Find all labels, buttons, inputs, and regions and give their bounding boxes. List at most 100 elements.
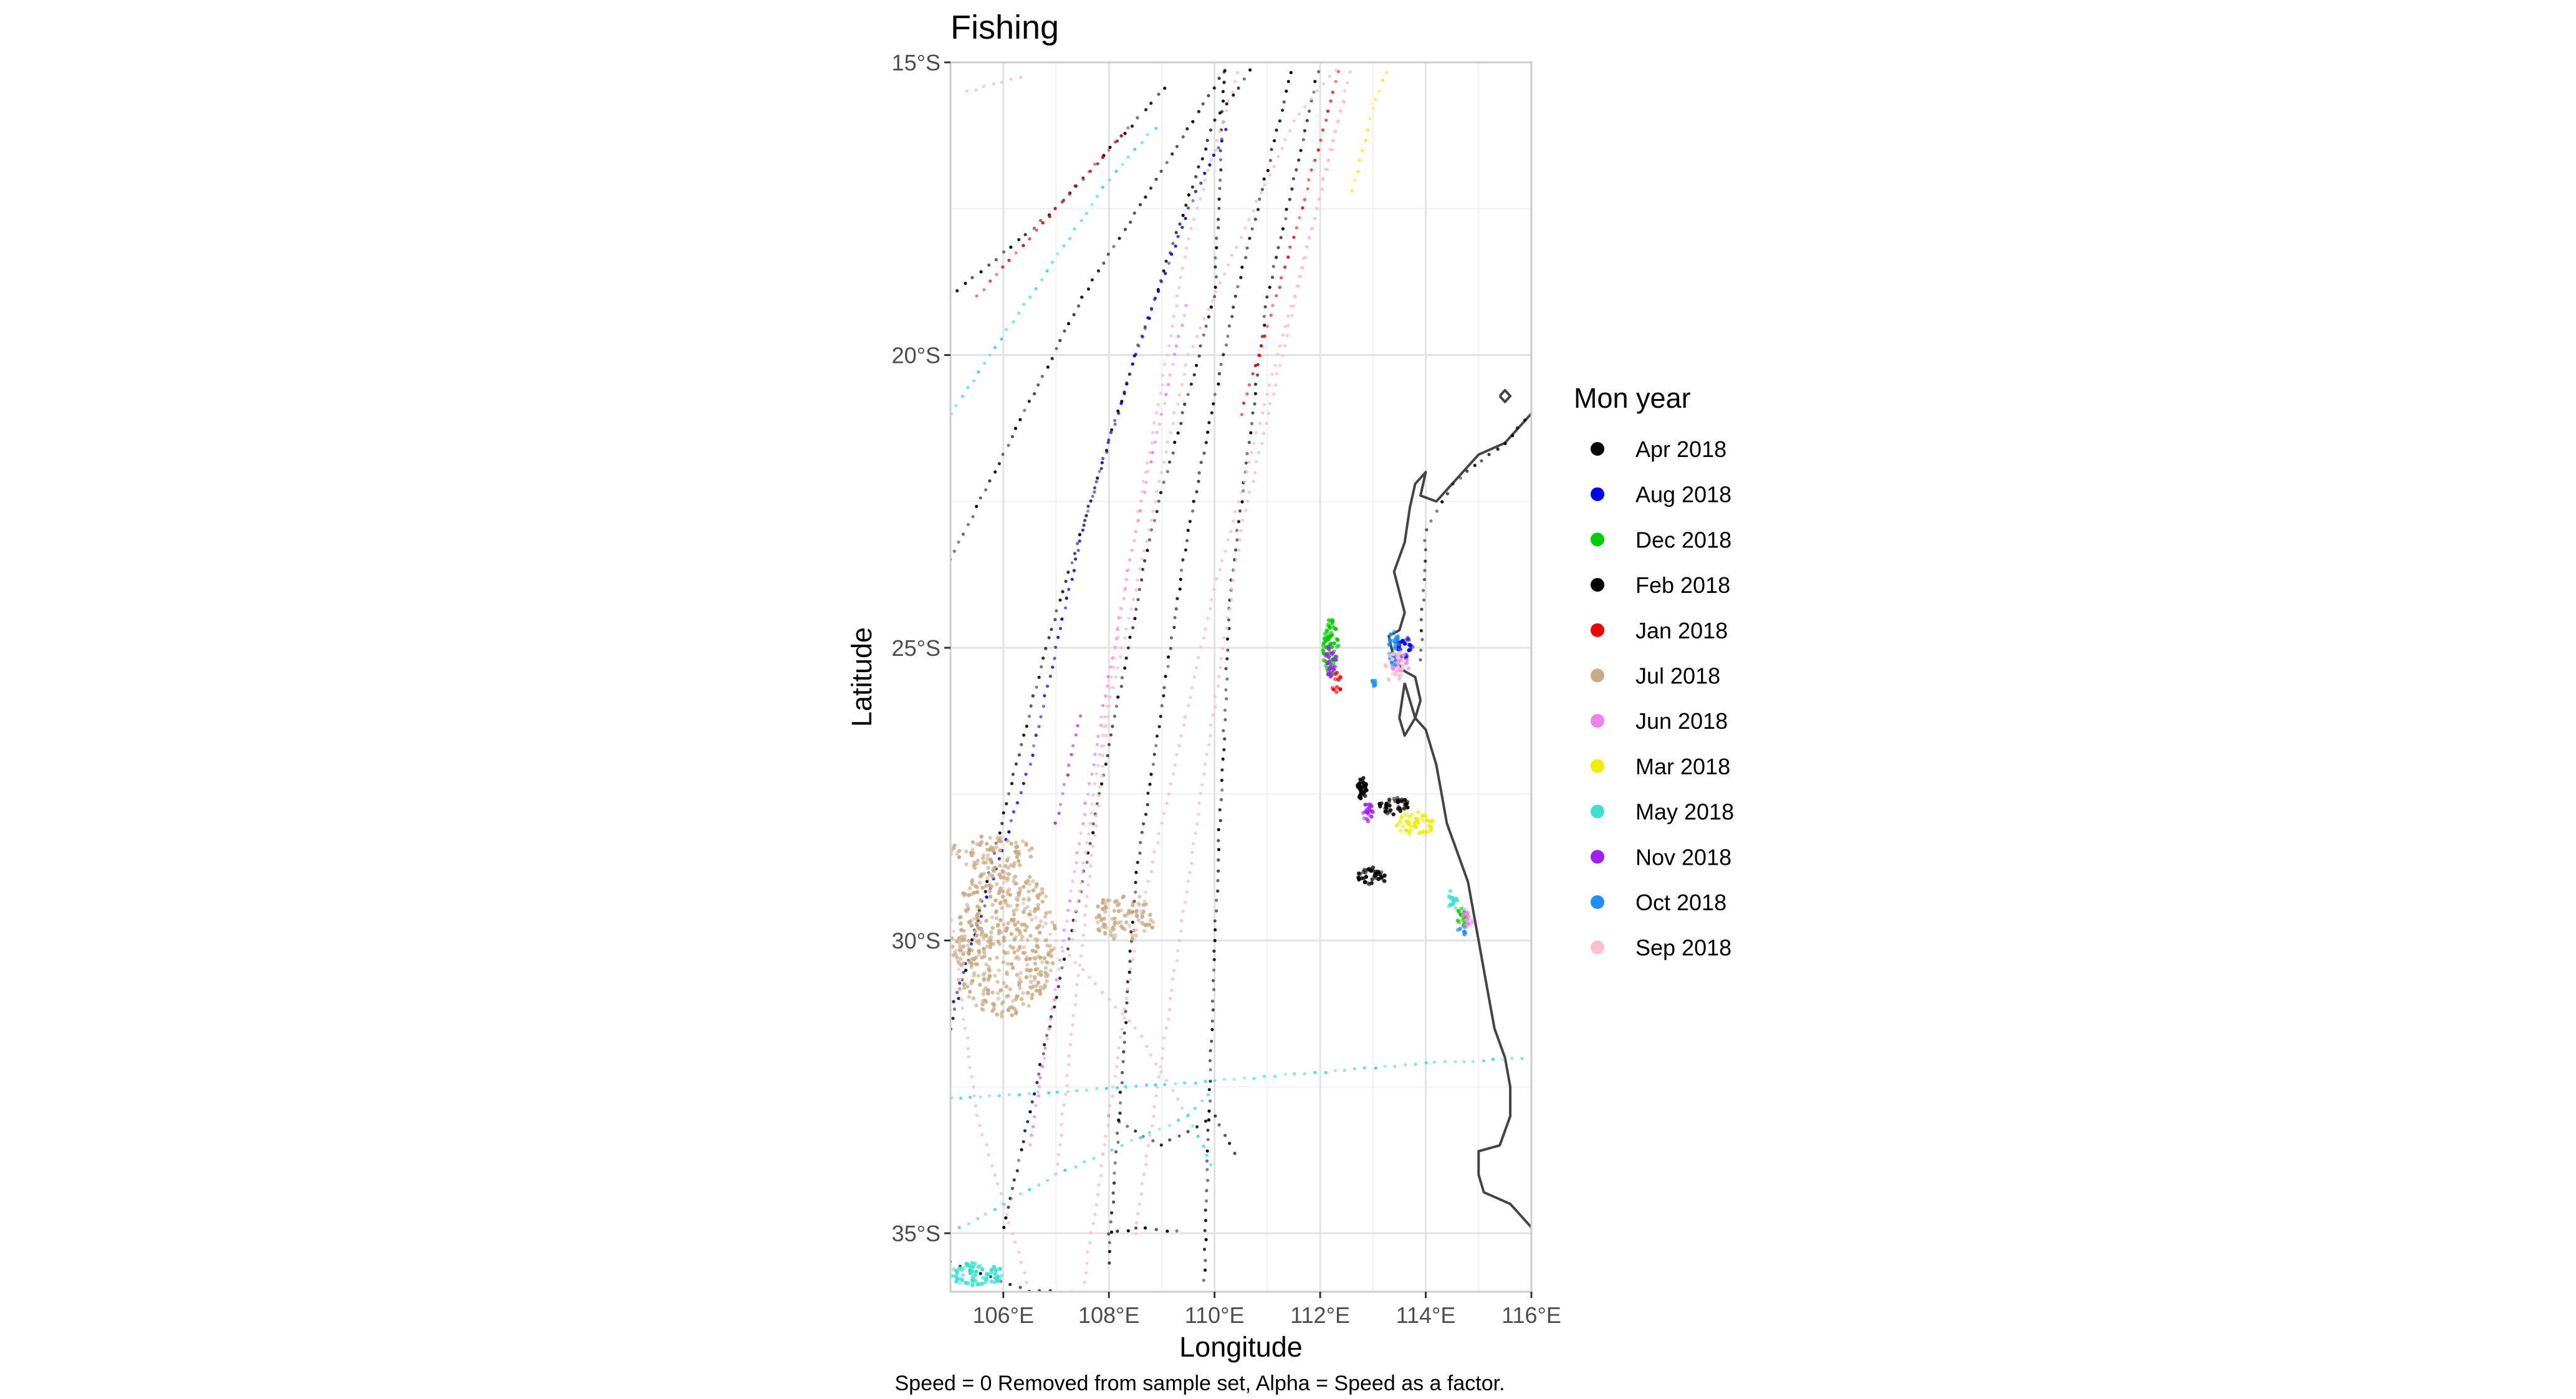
cluster-point xyxy=(1400,797,1404,802)
track-point xyxy=(1033,1092,1037,1096)
track-point xyxy=(1032,226,1036,230)
track-point xyxy=(1424,1061,1428,1065)
track-point xyxy=(1136,509,1140,513)
track-point xyxy=(1138,567,1142,571)
track-point xyxy=(1308,109,1311,113)
track-point xyxy=(1118,236,1121,240)
cluster-point xyxy=(982,950,987,954)
track-point xyxy=(1039,219,1043,223)
cluster-point xyxy=(1010,1005,1014,1009)
track-point xyxy=(1007,1093,1011,1097)
cluster-point xyxy=(979,834,984,839)
track-point xyxy=(1268,401,1272,405)
track-point xyxy=(1303,129,1306,133)
cluster-point xyxy=(992,849,997,854)
track-point xyxy=(1195,1125,1199,1128)
track-point xyxy=(1113,1074,1117,1078)
cluster-point xyxy=(1103,910,1108,914)
track-point xyxy=(1151,1139,1155,1143)
track-point xyxy=(1164,675,1167,678)
track-point xyxy=(952,549,956,553)
legend-label: Aug 2018 xyxy=(1635,482,1731,507)
cluster-point xyxy=(1111,926,1115,930)
track-point xyxy=(1515,426,1519,430)
track-point xyxy=(1202,451,1206,455)
cluster-point xyxy=(967,938,971,943)
cluster-point xyxy=(1142,928,1147,933)
track-point xyxy=(1134,1226,1138,1230)
track-point xyxy=(1056,984,1060,989)
track-point xyxy=(1156,403,1160,406)
track-point xyxy=(1253,363,1257,368)
track-point xyxy=(1205,1189,1209,1193)
cluster-point xyxy=(1018,986,1022,991)
cluster-point xyxy=(995,1012,999,1017)
track-point xyxy=(1334,69,1338,72)
track-point xyxy=(1269,314,1273,317)
cluster-point xyxy=(989,1270,994,1274)
cluster-point xyxy=(1332,641,1336,646)
track-point xyxy=(1106,441,1110,445)
track-point xyxy=(1142,549,1146,553)
track-point xyxy=(1000,822,1004,825)
track-point xyxy=(1171,977,1174,981)
track-point xyxy=(1177,335,1180,339)
track-point xyxy=(1175,294,1179,297)
track-point xyxy=(1190,850,1194,854)
track-point xyxy=(1191,345,1195,349)
cluster-point xyxy=(1042,956,1047,961)
track-point xyxy=(1134,588,1138,592)
track-point xyxy=(969,942,974,946)
track-point xyxy=(1146,879,1150,883)
track-point xyxy=(1171,152,1174,156)
track-point xyxy=(1034,733,1038,737)
track-point xyxy=(1055,609,1058,613)
cluster-point xyxy=(980,1267,985,1272)
track-point xyxy=(1118,1101,1123,1105)
cluster-point xyxy=(971,996,976,1001)
track-point xyxy=(1103,715,1107,719)
cluster-point xyxy=(1032,978,1037,982)
track-point xyxy=(1104,762,1108,766)
cluster-point xyxy=(967,989,972,994)
track-point xyxy=(1040,665,1043,669)
track-point xyxy=(1076,900,1080,903)
track-point xyxy=(1068,237,1072,241)
track-point xyxy=(1204,1238,1208,1241)
cluster-point xyxy=(961,961,965,966)
track-point xyxy=(1283,265,1287,269)
cluster-point xyxy=(1000,894,1005,899)
track-point xyxy=(1055,996,1058,999)
track-point xyxy=(1125,1001,1129,1005)
series-feb-2018 xyxy=(950,796,1410,1292)
track-point xyxy=(1262,403,1266,406)
cluster-point xyxy=(1396,655,1401,660)
track-point xyxy=(1245,499,1250,503)
cluster-point xyxy=(1396,665,1401,670)
track-point xyxy=(1207,743,1211,747)
track-point xyxy=(1292,236,1296,239)
cluster-point xyxy=(1134,914,1139,918)
track-point xyxy=(1298,216,1301,219)
track-point xyxy=(1217,675,1221,678)
track-point xyxy=(1368,117,1372,120)
cluster-point xyxy=(1028,974,1033,979)
cluster-point xyxy=(1038,919,1043,923)
track-point xyxy=(1149,307,1154,310)
track-point xyxy=(1074,1002,1078,1006)
track-point xyxy=(1109,675,1113,679)
track-point xyxy=(1131,958,1135,961)
track-point xyxy=(1058,1143,1062,1147)
track-point xyxy=(1151,860,1154,864)
track-point xyxy=(1155,509,1159,514)
track-point xyxy=(1007,1221,1010,1224)
track-point xyxy=(1362,1066,1366,1070)
cluster-point xyxy=(1027,1004,1031,1008)
track-point xyxy=(1188,519,1192,524)
track-point xyxy=(1218,130,1222,133)
track-point xyxy=(1159,392,1162,395)
track-point xyxy=(1066,322,1071,325)
track-point xyxy=(1423,539,1427,542)
track-point xyxy=(1129,607,1133,611)
y-tick-label: 35°S xyxy=(892,1221,941,1246)
